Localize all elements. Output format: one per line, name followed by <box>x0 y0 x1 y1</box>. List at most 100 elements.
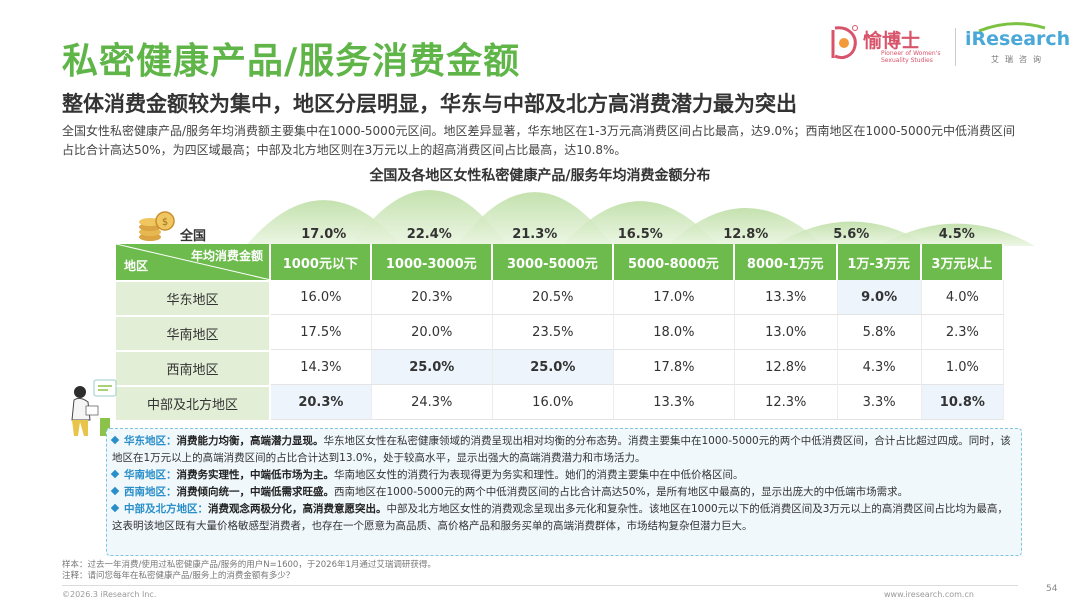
region-label: 华南地区 <box>116 315 271 350</box>
table-cell: 23.5% <box>492 315 614 350</box>
national-value: 22.4% <box>406 227 452 242</box>
summary-region: 华东地区： <box>124 435 177 447</box>
summary-region: 西南地区： <box>124 486 177 498</box>
table-cell: 1.0% <box>921 350 1004 385</box>
dr-yu-tagline: Pioneer of Women's Sexuality Studies <box>881 50 941 64</box>
bullet-diamond-icon <box>110 503 120 513</box>
website: www.iresearch.com.cn <box>884 590 974 599</box>
chart-title: 全国及各地区女性私密健康产品/服务年均消费金额分布 <box>369 168 711 184</box>
national-value: 12.8% <box>723 227 769 242</box>
copyright: ©2026.3 iResearch Inc. <box>62 590 157 599</box>
table-cell: 4.3% <box>837 350 922 385</box>
summary-item: 华南地区：消费务实理性，中端低市场为主。华南地区女性的消费行为表现得更为务实和理… <box>110 467 1017 484</box>
bullet-diamond-icon <box>110 469 120 479</box>
intro-paragraph: 全国女性私密健康产品/服务年均消费额主要集中在1000-5000元区间。地区差异… <box>62 124 1015 157</box>
table-cell: 3.3% <box>837 385 922 420</box>
bullet-diamond-icon <box>110 486 120 496</box>
table-cell: 20.3% <box>371 280 493 315</box>
column-header: 8000-1万元 <box>734 244 838 280</box>
summary-body: 华东地区女性在私密健康领域的消费呈现出相对均衡的分布态势。消费主要集中在1000… <box>112 435 1011 464</box>
summary-body: 西南地区在1000-5000元的两个中低消费区间的占比合计高达50%，是所有地区… <box>334 486 909 498</box>
table-cell: 25.0% <box>492 350 614 385</box>
table-cell: 5.8% <box>837 315 922 350</box>
dr-yu-name: 愉博士 <box>863 30 921 52</box>
table-row: 华东地区 16.0% 20.3% 20.5% 17.0% 13.3% 9.0% 4.0% <box>116 280 1004 315</box>
iresearch-cn: 艾瑞咨询 <box>991 55 1047 64</box>
table-cell: 4.0% <box>921 280 1004 315</box>
column-header: 1000元以下 <box>271 244 372 280</box>
table-cell: 18.0% <box>613 315 735 350</box>
footer-divider <box>62 585 1018 586</box>
table-cell: 17.5% <box>271 315 372 350</box>
brand-logos: 愉博士 Pioneer of Women's Sexuality Studies… <box>827 22 1070 72</box>
summary-keypoint: 消费观念两极分化，高消费意愿突出。 <box>208 503 387 515</box>
table-row: 华南地区 17.5% 20.0% 23.5% 18.0% 13.0% 5.8% 2.3% <box>116 315 1004 350</box>
corner-diagonal <box>116 244 271 280</box>
region-label: 华东地区 <box>116 280 271 315</box>
summary-keypoint: 消费务实理性，中端低市场为主。 <box>176 469 335 481</box>
table-cell: 25.0% <box>371 350 493 385</box>
table-row: 中部及北方地区 20.3% 24.3% 16.0% 13.3% 12.3% 3.3% 10.8… <box>116 385 1004 420</box>
table-cell: 13.3% <box>613 385 735 420</box>
summary-item: 中部及北方地区：消费观念两极分化，高消费意愿突出。中部及北方地区女性的消费观念呈… <box>110 501 1017 535</box>
column-header: 5000-8000元 <box>613 244 735 280</box>
column-header: 1万-3万元 <box>837 244 922 280</box>
region-label: 西南地区 <box>116 350 271 385</box>
column-axis-label: 年均消费金额 <box>190 249 263 263</box>
table-cell: 20.3% <box>271 385 372 420</box>
page-title: 私密健康产品/服务消费金额 <box>62 41 521 82</box>
national-hill <box>456 192 613 246</box>
table-cell: 13.0% <box>734 315 838 350</box>
region-label: 中部及北方地区 <box>116 385 271 420</box>
distribution-table: 年均消费金额 地区 1000元以下 1000-3000元 3000-5000元 500… <box>116 244 1004 420</box>
insight-summary-box <box>106 428 1022 556</box>
national-value: 4.5% <box>938 227 975 242</box>
column-header: 3万元以上 <box>921 244 1004 280</box>
summary-region: 中部及北方地区： <box>124 503 208 515</box>
column-header: 1000-3000元 <box>371 244 493 280</box>
table-cell: 14.3% <box>271 350 372 385</box>
table-cell: 17.0% <box>613 280 735 315</box>
table-cell: 16.0% <box>492 385 614 420</box>
table-corner-header: 年均消费金额 地区 <box>116 244 271 280</box>
summary-item: 华东地区：消费能力均衡，高端潜力显现。华东地区女性在私密健康领域的消费呈现出相对… <box>110 433 1017 467</box>
column-header: 3000-5000元 <box>492 244 614 280</box>
national-label: 全国 <box>180 229 207 244</box>
table-row: 西南地区 14.3% 25.0% 25.0% 17.8% 12.8% 4.3% 1.0% <box>116 350 1004 385</box>
dr-yu-logo-icon <box>831 25 858 60</box>
national-value: 5.6% <box>833 227 870 242</box>
table-cell: 10.8% <box>921 385 1004 420</box>
coins-icon: $ <box>139 211 175 241</box>
summary-body: 华南地区女性的消费行为表现得更为务实和理性。她们的消费主要集中在中低价格区间。 <box>334 469 744 481</box>
national-value: 16.5% <box>617 227 663 242</box>
table-cell: 12.8% <box>734 350 838 385</box>
summary-keypoint: 消费能力均衡，高端潜力显现。 <box>176 435 324 447</box>
table-cell: 24.3% <box>371 385 493 420</box>
table-cell: 17.8% <box>613 350 735 385</box>
table-cell: 9.0% <box>837 280 922 315</box>
national-value: 21.3% <box>512 227 558 242</box>
table-cell: 20.5% <box>492 280 614 315</box>
question-footnote: 注释：请问您每年在私密健康产品/服务上的消费金额有多少？ <box>62 571 295 581</box>
svg-text:$: $ <box>162 217 168 228</box>
table-cell: 2.3% <box>921 315 1004 350</box>
national-value: 17.0% <box>301 227 347 242</box>
summary-item: 西南地区：消费倾向统一，中端低需求旺盛。西南地区在1000-5000元的两个中低… <box>110 484 1017 501</box>
person-reading-illustration <box>71 379 117 436</box>
table-cell: 20.0% <box>371 315 493 350</box>
iresearch-name: iResearch <box>965 28 1071 50</box>
national-hill <box>562 201 719 246</box>
page-number: 54 <box>1046 584 1058 594</box>
table-cell: 13.3% <box>734 280 838 315</box>
national-distribution-hills <box>245 190 1035 246</box>
page-subtitle: 整体消费金额较为集中，地区分层明显，华东与中部及北方高消费潜力最为突出 <box>62 92 797 116</box>
row-axis-label: 地区 <box>124 259 149 273</box>
bullet-diamond-icon <box>110 435 120 445</box>
table-cell: 16.0% <box>271 280 372 315</box>
national-hill <box>878 223 1035 246</box>
sample-footnote: 样本：过去一年消费/使用过私密健康产品/服务的用户N=1600，于2026年1月… <box>62 560 436 570</box>
national-hill <box>667 208 824 246</box>
iresearch-leaf-icon <box>978 22 1046 32</box>
summary-body: 中部及北方地区女性的消费观念呈现出多元化和复杂性。该地区在1000元以下的低消费… <box>112 503 1008 532</box>
summary-keypoint: 消费倾向统一，中端低需求旺盛。 <box>176 486 335 498</box>
